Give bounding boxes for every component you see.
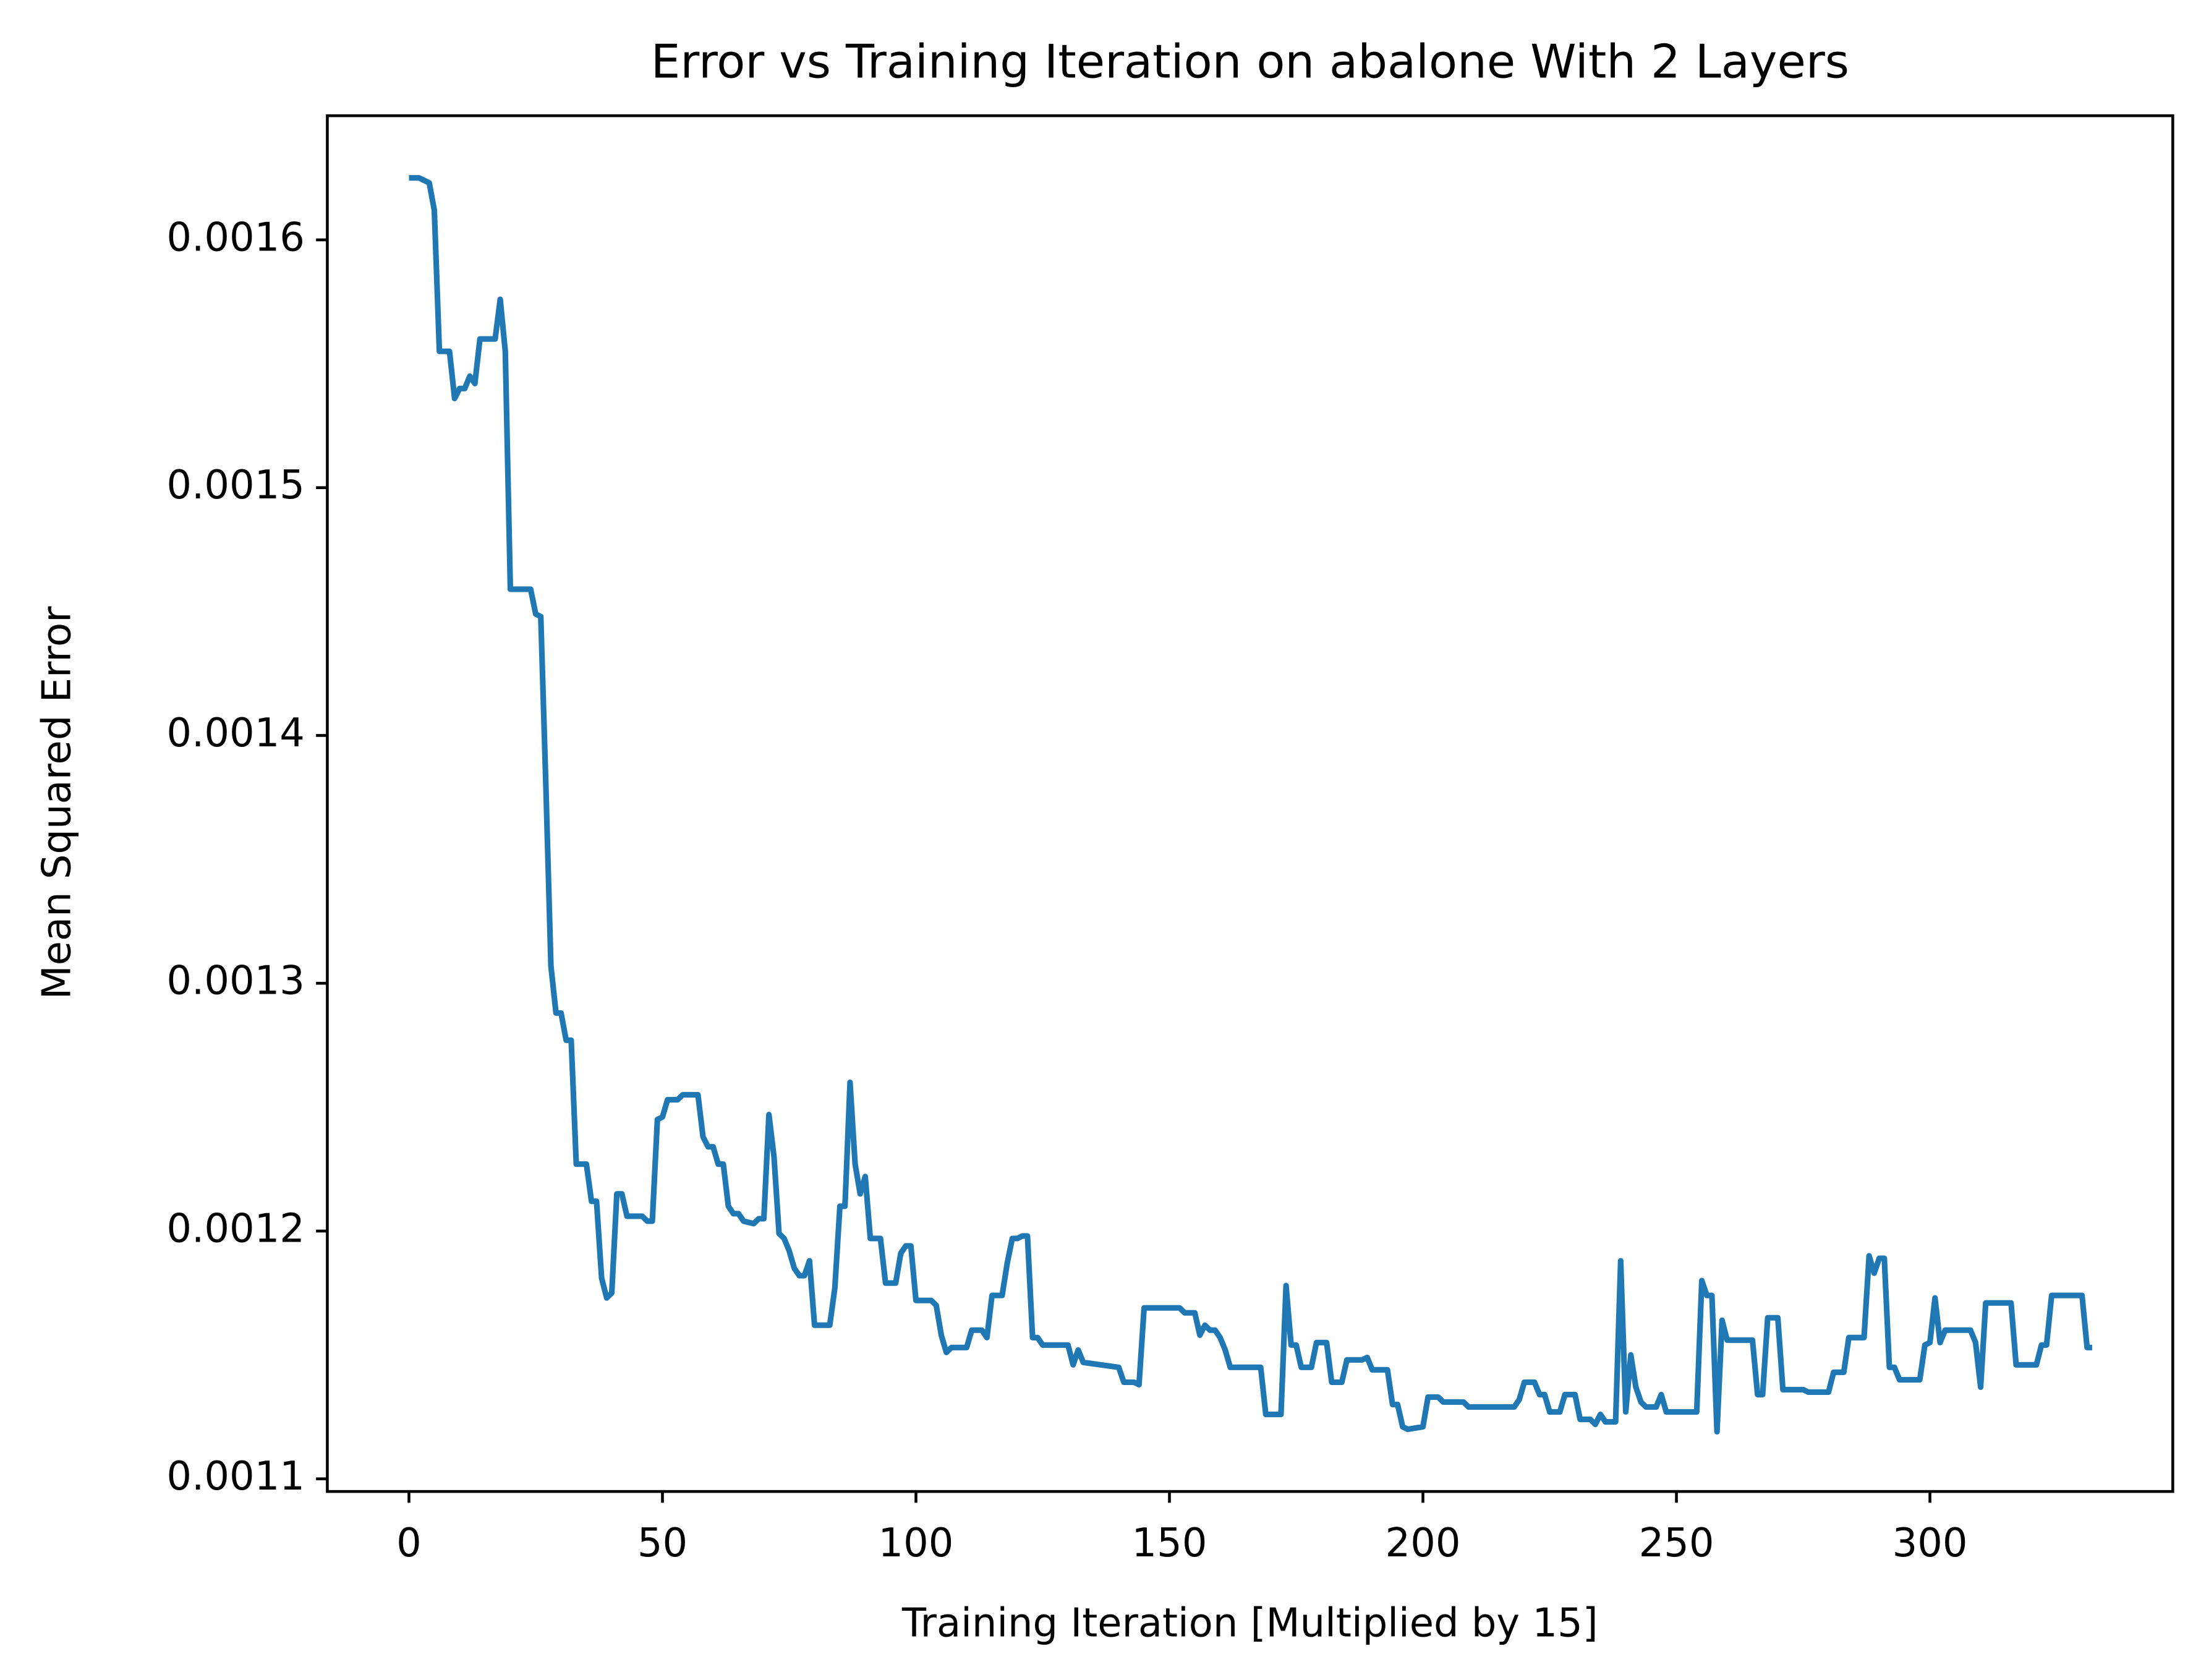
x-tick-label: 300 — [1892, 1520, 1968, 1566]
y-tick-label: 0.0012 — [166, 1206, 305, 1251]
y-tick-label: 0.0014 — [166, 710, 305, 756]
data-line — [409, 175, 2092, 1435]
x-axis-label: Training Iteration [Multiplied by 15] — [901, 1600, 1598, 1646]
chart-title: Error vs Training Iteration on abalone W… — [651, 34, 1849, 88]
y-tick-label: 0.0016 — [166, 215, 305, 260]
x-tick-label: 250 — [1639, 1520, 1714, 1566]
x-tick-label: 200 — [1386, 1520, 1461, 1566]
x-tick-label: 100 — [879, 1520, 954, 1566]
x-tick-label: 0 — [396, 1520, 422, 1566]
plot-frame — [326, 114, 2174, 1493]
y-axis-label: Mean Squared Error — [34, 606, 80, 999]
y-tick-label: 0.0011 — [166, 1454, 305, 1499]
y-tick-label: 0.0013 — [166, 958, 305, 1004]
x-tick-label: 150 — [1132, 1520, 1207, 1566]
y-tick-label: 0.0015 — [166, 463, 305, 508]
x-tick-label: 50 — [637, 1520, 688, 1566]
